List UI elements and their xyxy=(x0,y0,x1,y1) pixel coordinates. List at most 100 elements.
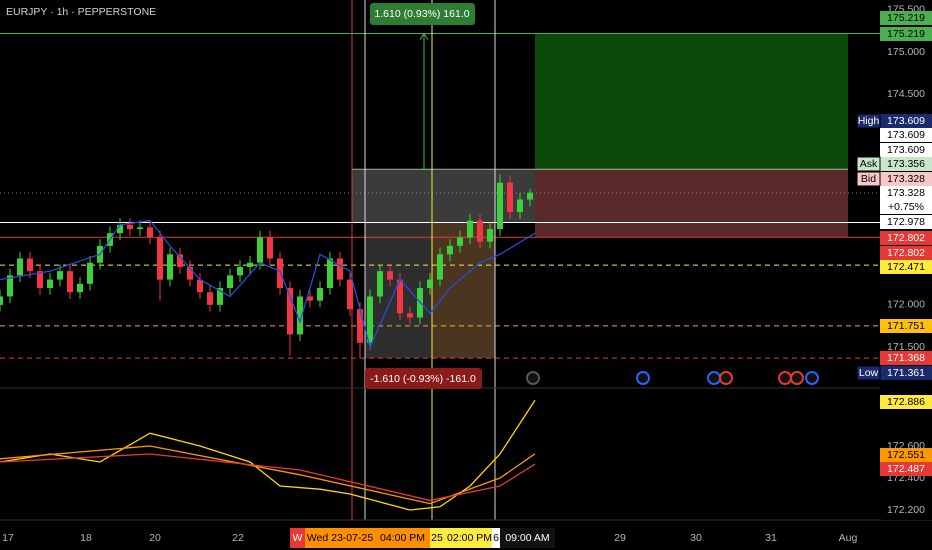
candle-body xyxy=(17,258,23,276)
candle-body xyxy=(497,182,503,230)
price-label: 172.802 xyxy=(887,232,925,244)
price-label-box xyxy=(880,319,932,333)
y-tick-label: 174.500 xyxy=(887,88,925,100)
price-label-box xyxy=(880,186,932,214)
time-label-box xyxy=(305,528,375,548)
candle-body xyxy=(57,271,63,280)
price-label: 175.219 xyxy=(887,28,925,40)
price-tag-box xyxy=(856,171,881,187)
price-label: 171.751 xyxy=(887,320,925,332)
price-label-box xyxy=(880,351,932,365)
candle-body xyxy=(287,288,293,335)
price-tag-box xyxy=(856,365,881,381)
candle-body xyxy=(77,283,83,293)
event-icon xyxy=(719,371,733,385)
price-label: 171.361 xyxy=(887,367,925,379)
x-tick-label: 29 xyxy=(614,532,626,544)
candle-body xyxy=(247,262,253,267)
candle-body xyxy=(397,279,403,314)
candle-body xyxy=(437,254,443,280)
candle-body xyxy=(347,279,353,310)
price-label-box xyxy=(880,246,932,260)
price-tag-box xyxy=(856,156,881,172)
price-label-box xyxy=(880,260,932,274)
y-tick-label: 171.500 xyxy=(887,341,925,353)
zone xyxy=(535,169,848,238)
price-label: 172.978 xyxy=(887,216,925,228)
time-label-box xyxy=(444,528,495,548)
price-label: 173.609 xyxy=(887,144,925,156)
candle-body xyxy=(37,271,43,289)
candle-body xyxy=(297,296,303,335)
y-tick-label: 172.200 xyxy=(887,504,925,516)
price-label: 173.609 xyxy=(887,115,925,127)
price-label-box xyxy=(880,366,932,380)
zone xyxy=(352,169,535,223)
time-label: 04:00 PM xyxy=(380,532,425,544)
zone xyxy=(535,33,848,170)
candle-body xyxy=(197,279,203,293)
x-tick-label: 20 xyxy=(149,532,161,544)
price-label-box xyxy=(880,172,932,186)
price-label: 172.802 xyxy=(887,247,925,259)
price-label: 173.609 xyxy=(887,129,925,141)
measure-down-box xyxy=(365,368,482,389)
price-label-box xyxy=(880,231,932,245)
candle-body xyxy=(387,271,393,280)
candle-body xyxy=(517,199,523,213)
arrow-head xyxy=(419,32,429,40)
candle-body xyxy=(367,296,373,343)
price-label-box xyxy=(880,11,932,25)
candle-body xyxy=(147,227,153,238)
time-label: 02:00 PM xyxy=(447,532,492,544)
candle-body xyxy=(357,309,363,343)
price-label-box xyxy=(880,215,932,229)
price-label-box xyxy=(880,128,932,142)
x-tick-label: 22 xyxy=(232,532,244,544)
price-tag: High xyxy=(858,115,880,127)
candle-body xyxy=(227,275,233,289)
candle-body xyxy=(177,254,183,267)
x-tick-label: Aug xyxy=(839,532,858,544)
event-icon xyxy=(805,371,819,385)
time-label: 25 xyxy=(431,532,443,544)
time-label: 09:00 AM xyxy=(505,532,549,544)
price-label-box xyxy=(880,448,932,462)
candle-body xyxy=(477,220,483,242)
price-label: 175.219 xyxy=(887,12,925,24)
time-label-box xyxy=(290,528,305,548)
candle-body xyxy=(47,279,53,289)
candle-body xyxy=(117,224,123,234)
measure-up-box xyxy=(370,3,475,25)
price-label: 172.551 xyxy=(887,449,925,461)
candle-body xyxy=(317,288,323,301)
price-label-box xyxy=(880,27,932,41)
time-label: 6 xyxy=(493,532,499,544)
candle-body xyxy=(217,288,223,305)
candle-body xyxy=(457,237,463,246)
price-label-box xyxy=(880,157,932,171)
candle-body xyxy=(407,313,413,318)
candle-body xyxy=(167,254,173,280)
candle-body xyxy=(7,275,13,297)
price-label-box xyxy=(880,395,932,409)
candle-body xyxy=(527,192,533,200)
price-label-box xyxy=(880,462,932,476)
price-label: 173.328 xyxy=(887,173,925,185)
event-icon xyxy=(636,371,650,385)
time-label-box xyxy=(500,528,555,548)
candle-body xyxy=(27,258,33,272)
price-label-box xyxy=(880,114,932,128)
chart-title: EURJPY · 1h · PEPPERSTONE xyxy=(6,6,156,18)
candle-body xyxy=(267,237,273,259)
price-label: 172.886 xyxy=(887,396,925,408)
candle-body xyxy=(337,258,343,280)
x-tick-label: 30 xyxy=(690,532,702,544)
price-label: 172.487 xyxy=(887,463,925,475)
event-icon xyxy=(707,371,721,385)
candle-body xyxy=(327,258,333,289)
y-tick-label: 175.000 xyxy=(887,46,925,58)
candle-body xyxy=(427,279,433,289)
measure-down: -1.610 (-0.93%) -161.0 xyxy=(370,373,476,385)
